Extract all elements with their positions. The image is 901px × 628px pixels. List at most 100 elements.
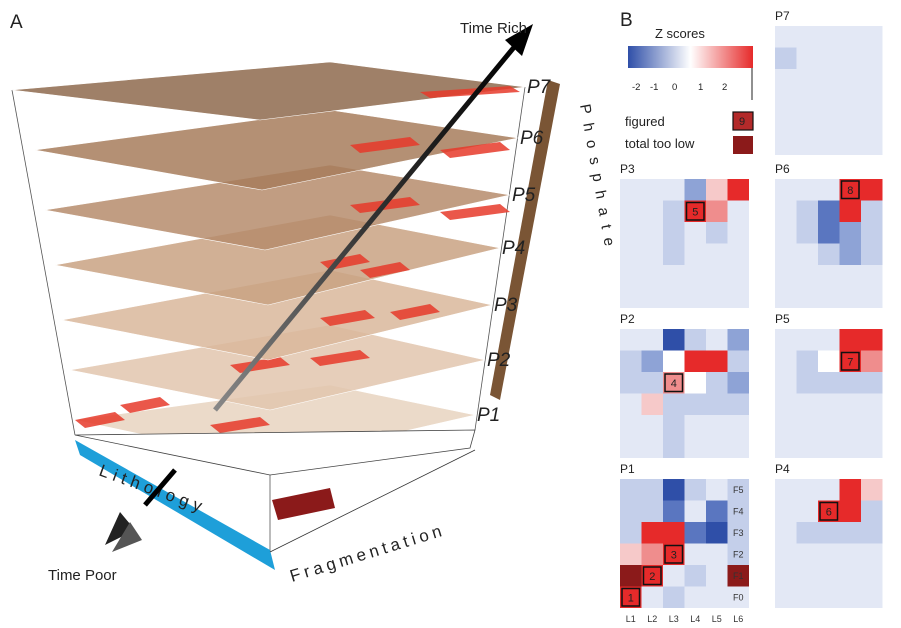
heatmap-cell bbox=[727, 372, 749, 394]
heatmap-cell bbox=[839, 543, 861, 565]
heatmap-cell bbox=[839, 286, 861, 308]
heatmap-cell bbox=[775, 47, 797, 69]
heatmap-cell bbox=[641, 179, 663, 201]
heatmap-cell bbox=[727, 329, 749, 351]
heatmap-cell bbox=[706, 436, 728, 458]
lith-label: L3 bbox=[669, 614, 679, 624]
level-label-p2: P2 bbox=[487, 350, 511, 371]
heatmap-cell bbox=[861, 329, 883, 351]
heatmap-cell bbox=[663, 543, 685, 565]
heatmap-cell bbox=[641, 222, 663, 244]
lithology-bar bbox=[75, 440, 275, 570]
heatmap-cell bbox=[706, 372, 728, 394]
heatmap-cell bbox=[684, 543, 706, 565]
heatmap-cell bbox=[818, 179, 840, 201]
time-arrowhead-icon bbox=[505, 24, 533, 56]
heatmap-cell bbox=[684, 179, 706, 201]
heatmap-cell bbox=[861, 286, 883, 308]
heatmap-cell bbox=[706, 586, 728, 608]
heatmap-p7: P7 bbox=[775, 9, 883, 155]
heatmap-cell bbox=[641, 200, 663, 222]
heatmap-cell bbox=[796, 47, 818, 69]
heatmap-cell bbox=[641, 586, 663, 608]
heatmap-cell bbox=[620, 329, 642, 351]
heatmap-cell bbox=[727, 586, 749, 608]
heatmap-cell bbox=[818, 47, 840, 69]
heatmap-cell bbox=[706, 286, 728, 308]
heatmap-cell bbox=[796, 286, 818, 308]
heatmap-cell bbox=[663, 586, 685, 608]
heatmap-cell bbox=[706, 179, 728, 201]
panel-a: A Phosphate Lithology Fragmentation Time… bbox=[10, 12, 619, 586]
heatmap-cell bbox=[620, 222, 642, 244]
heatmap-cell bbox=[663, 436, 685, 458]
heatmap-title: P5 bbox=[775, 312, 790, 326]
heatmap-title: P2 bbox=[620, 312, 635, 326]
heatmap-p2: P2 4 bbox=[620, 312, 749, 458]
heatmap-cell bbox=[663, 200, 685, 222]
heatmap-cell bbox=[727, 543, 749, 565]
heatmap-cell bbox=[796, 112, 818, 134]
floor-plane bbox=[74, 429, 476, 476]
heatmap-cell bbox=[796, 500, 818, 522]
heatmap-cell bbox=[839, 415, 861, 437]
figured-marker bbox=[840, 180, 860, 200]
legend-figured-number: 9 bbox=[739, 116, 745, 128]
heatmap-cell bbox=[796, 372, 818, 394]
heatmap-cell bbox=[641, 522, 663, 544]
heatmap-cell bbox=[641, 350, 663, 372]
heatmap-cell bbox=[663, 500, 685, 522]
heatmap-cell bbox=[663, 522, 685, 544]
plane-hot-cell bbox=[420, 86, 520, 98]
heatmap-cell bbox=[641, 436, 663, 458]
heatmap-cell bbox=[796, 393, 818, 415]
figured-marker bbox=[664, 544, 684, 564]
heatmap-cell bbox=[620, 200, 642, 222]
heatmap-cell bbox=[839, 372, 861, 394]
time-tail-icon bbox=[105, 512, 135, 545]
heatmap-cell bbox=[620, 500, 642, 522]
heatmap-cell bbox=[861, 415, 883, 437]
heatmap-cell bbox=[684, 522, 706, 544]
heatmap-cell bbox=[796, 565, 818, 587]
heatmap-cell bbox=[775, 393, 797, 415]
heatmap-cell bbox=[706, 415, 728, 437]
heatmap-title: P4 bbox=[775, 462, 790, 476]
legend-tick: -1 bbox=[650, 82, 658, 93]
heatmap-cell bbox=[706, 522, 728, 544]
heatmap-cell bbox=[818, 479, 840, 501]
heatmap-cell bbox=[796, 415, 818, 437]
heatmap-cell bbox=[818, 69, 840, 91]
heatmap-cell bbox=[839, 265, 861, 287]
heatmap-cell bbox=[796, 543, 818, 565]
heatmap-cell bbox=[861, 200, 883, 222]
heatmap-cell bbox=[684, 586, 706, 608]
heatmap-cell bbox=[641, 543, 663, 565]
figured-marker bbox=[840, 351, 860, 371]
heatmap-cell bbox=[818, 372, 840, 394]
plane-hot-cell bbox=[440, 142, 510, 158]
heatmap-cell bbox=[706, 543, 728, 565]
level-label-p7: P7 bbox=[527, 77, 552, 98]
heatmap-cell bbox=[684, 329, 706, 351]
plane-hot-cell bbox=[320, 310, 375, 326]
heatmap-cell bbox=[861, 133, 883, 155]
level-labels: P1 P2 P3 P4 P5 P6 P7 bbox=[477, 77, 552, 426]
heatmap-cell bbox=[796, 329, 818, 351]
floor-cell bbox=[272, 488, 335, 520]
lith-label: L1 bbox=[626, 614, 636, 624]
heatmap-title: P6 bbox=[775, 162, 790, 176]
heatmap-title: P3 bbox=[620, 162, 635, 176]
heatmap-title: P7 bbox=[775, 9, 790, 23]
legend-figured-label: figured bbox=[625, 114, 665, 129]
heatmap-cell bbox=[641, 329, 663, 351]
figured-marker bbox=[642, 566, 662, 586]
phosphate-planes bbox=[11, 61, 526, 463]
lith-label: L2 bbox=[647, 614, 657, 624]
heatmap-cell bbox=[775, 69, 797, 91]
heatmap-cell bbox=[706, 329, 728, 351]
lith-label: L5 bbox=[712, 614, 722, 624]
heatmap-cell bbox=[775, 200, 797, 222]
heatmap-cell bbox=[839, 479, 861, 501]
legend-toolow-label: total too low bbox=[625, 136, 695, 151]
